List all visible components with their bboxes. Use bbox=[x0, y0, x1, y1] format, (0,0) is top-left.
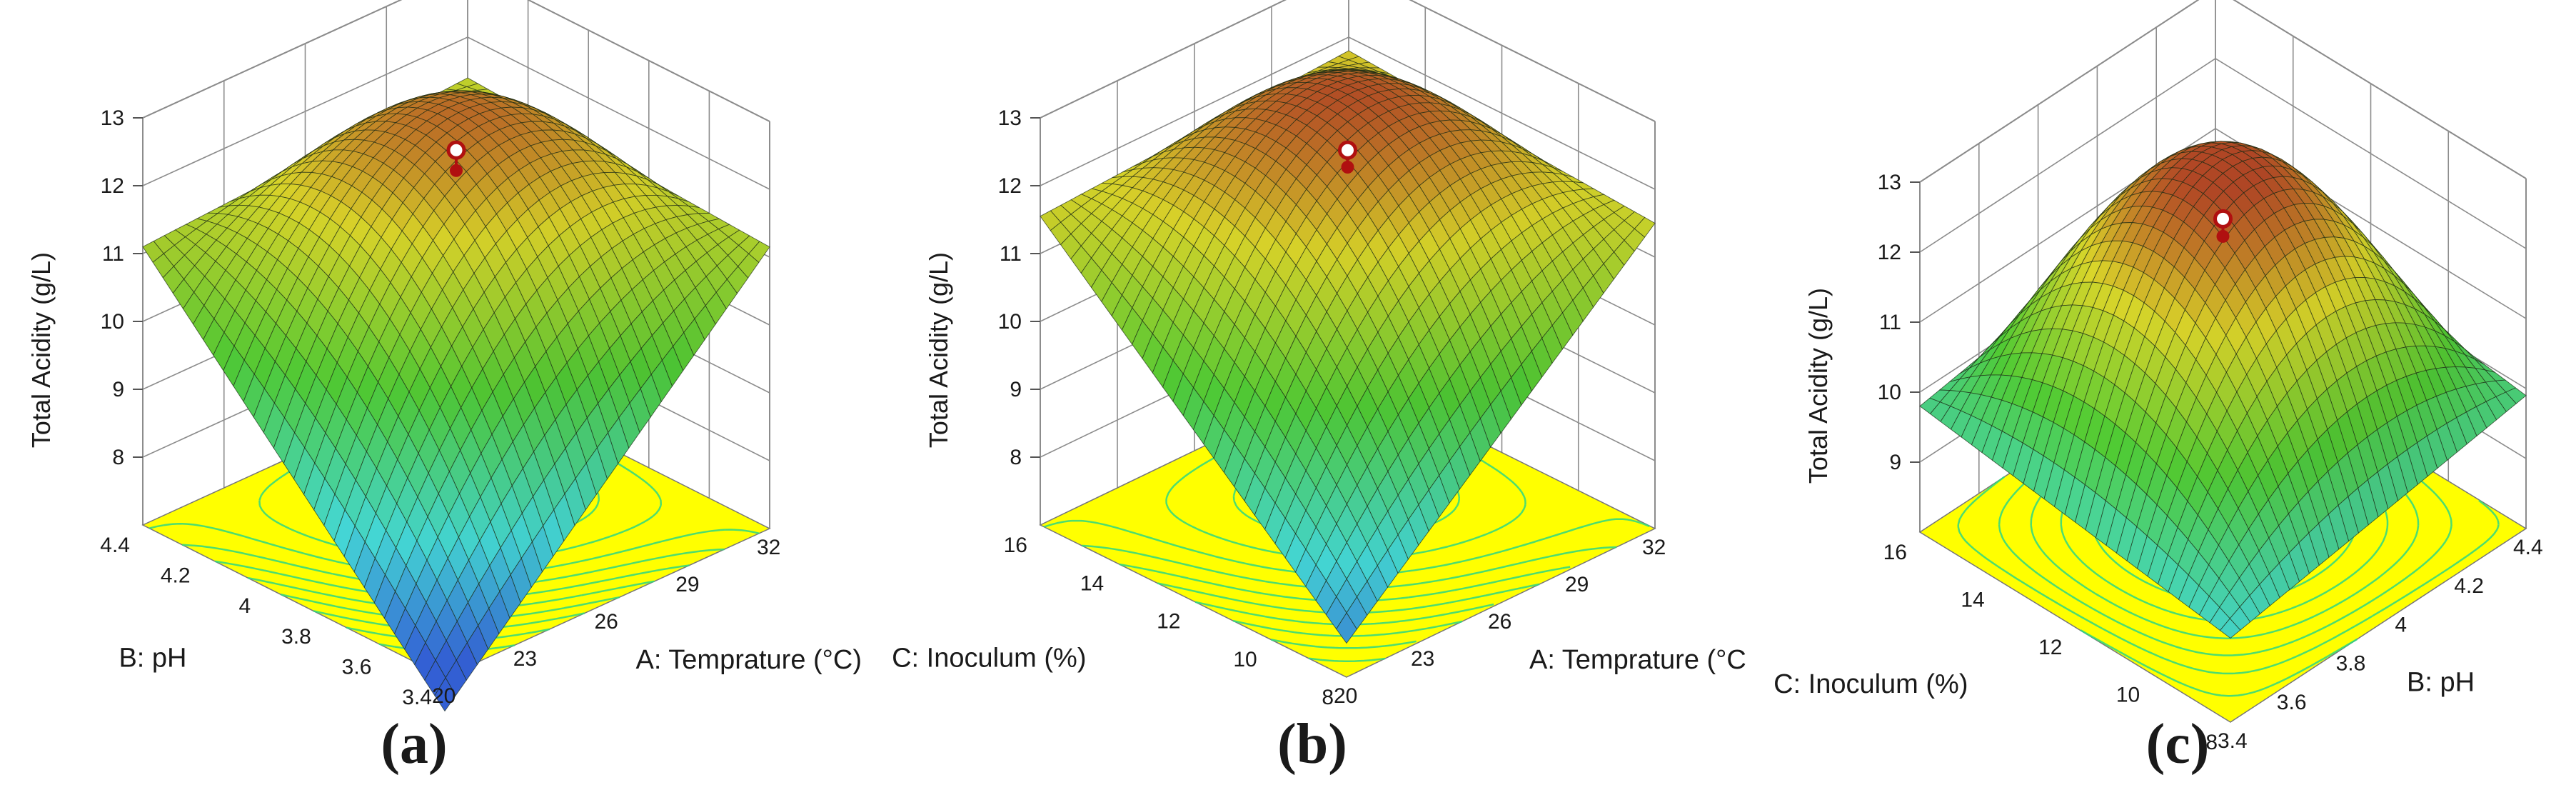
z-tick-label: 13 bbox=[998, 106, 1022, 130]
design-point bbox=[446, 140, 466, 177]
x-axis-title: B: pH bbox=[2407, 668, 2475, 698]
svg-text:(c): (c) bbox=[2146, 713, 2210, 776]
x-tick-label: 26 bbox=[595, 610, 618, 634]
svg-text:(a): (a) bbox=[381, 713, 447, 776]
x-tick-label: 29 bbox=[675, 573, 699, 596]
z-tick-label: 10 bbox=[998, 310, 1022, 334]
z-tick-label: 13 bbox=[1878, 171, 1901, 194]
x-tick-label: 23 bbox=[513, 647, 537, 671]
x-tick-label: 3.4 bbox=[2218, 729, 2248, 753]
z-axis-title: Total Acidity (g/L) bbox=[26, 252, 56, 448]
x-tick-label: 29 bbox=[1565, 573, 1589, 596]
y-tick-label: 14 bbox=[1961, 589, 1984, 612]
panel-label-a: (a) bbox=[381, 713, 447, 776]
z-tick-label: 9 bbox=[112, 378, 124, 401]
y-tick-label: 3.6 bbox=[342, 655, 372, 679]
x-tick-label: 20 bbox=[432, 684, 456, 708]
design-point bbox=[2213, 209, 2233, 243]
y-tick-label: 4.2 bbox=[161, 564, 191, 588]
svg-text:(b): (b) bbox=[1277, 713, 1347, 776]
surface-plot-b: 8 9 10 11 12 13 Total Acidity (g/L) 20 23 26 29 32 A… bbox=[892, 0, 1746, 709]
y-axis-title: C: Inoculum (%) bbox=[892, 644, 1086, 674]
surface-plot-a: 8 9 10 11 12 13 Total Acidity (g/L) 20 23 26 29 32 A… bbox=[26, 0, 862, 712]
z-tick-label: 11 bbox=[1000, 242, 1022, 266]
y-tick-label: 16 bbox=[1883, 541, 1907, 564]
x-tick-label: 4 bbox=[2395, 613, 2407, 636]
y-tick-label: 14 bbox=[1080, 571, 1104, 595]
panel-label-c: (c) bbox=[2146, 713, 2210, 776]
y-axis-title: B: pH bbox=[119, 644, 186, 674]
z-axis-title: Total Acidity (g/L) bbox=[1803, 288, 1833, 484]
y-axis: 8 10 12 14 16 C: Inoculum (%) bbox=[1773, 541, 2218, 754]
x-tick-label: 3.6 bbox=[2277, 691, 2307, 714]
z-tick-label: 13 bbox=[101, 106, 124, 130]
z-tick-label: 11 bbox=[102, 242, 124, 266]
x-axis: 20 23 26 29 32 A: Temprature (°C bbox=[1334, 536, 1746, 708]
x-tick-label: 32 bbox=[1642, 536, 1666, 559]
y-tick-label: 16 bbox=[1004, 534, 1027, 557]
y-tick-label: 10 bbox=[1233, 648, 1257, 671]
z-tick-label: 10 bbox=[101, 310, 124, 334]
y-tick-label: 4 bbox=[239, 594, 251, 618]
y-tick-label: 3.8 bbox=[281, 625, 311, 649]
response-surface bbox=[1040, 50, 1656, 644]
x-tick-label: 4.4 bbox=[2513, 536, 2543, 559]
x-tick-label: 3.8 bbox=[2336, 652, 2366, 676]
x-tick-label: 23 bbox=[1411, 647, 1434, 671]
z-tick-label: 12 bbox=[101, 174, 124, 198]
x-tick-label: 32 bbox=[757, 536, 780, 559]
y-axis-title: C: Inoculum (%) bbox=[1773, 669, 1968, 699]
y-tick-label: 12 bbox=[2038, 636, 2062, 659]
surface-plot-c: 9 10 11 12 13 Total Acidity (g/L) 3.4 3.6 3.8 4 4.… bbox=[1773, 0, 2543, 754]
panel-label-b: (b) bbox=[1277, 713, 1347, 776]
z-tick-label: 8 bbox=[112, 446, 124, 469]
x-axis: 3.4 3.6 3.8 4 4.2 4.4 B: pH bbox=[2218, 536, 2543, 753]
z-tick-label: 11 bbox=[1879, 311, 1901, 334]
y-tick-label: 8 bbox=[2205, 731, 2218, 754]
y-axis: 3.4 3.6 3.8 4 4.2 4.4 B: pH bbox=[100, 534, 432, 709]
x-tick-label: 20 bbox=[1334, 684, 1357, 708]
z-axis: 8 9 10 11 12 13 Total Acidity (g/L) bbox=[26, 106, 143, 469]
z-tick-label: 8 bbox=[1010, 446, 1022, 469]
x-tick-label: 4.2 bbox=[2454, 574, 2484, 598]
y-tick-label: 3.4 bbox=[402, 686, 432, 709]
x-tick-label: 26 bbox=[1488, 610, 1511, 634]
x-axis-title: A: Temprature (°C) bbox=[636, 645, 862, 675]
y-axis: 8 10 12 14 16 C: Inoculum (%) bbox=[892, 534, 1334, 709]
z-tick-label: 9 bbox=[1889, 451, 1901, 474]
response-surface bbox=[1919, 141, 2527, 639]
y-tick-label: 12 bbox=[1157, 610, 1180, 634]
response-surface bbox=[142, 77, 770, 712]
z-tick-label: 12 bbox=[998, 174, 1022, 198]
y-tick-label: 4.4 bbox=[100, 534, 130, 557]
x-axis: 20 23 26 29 32 A: Temprature (°C) bbox=[432, 536, 862, 708]
y-tick-label: 10 bbox=[2116, 684, 2140, 707]
z-tick-label: 12 bbox=[1878, 241, 1901, 264]
x-axis-title: A: Temprature (°C bbox=[1529, 645, 1746, 675]
design-point bbox=[1338, 140, 1357, 174]
z-tick-label: 10 bbox=[1878, 381, 1901, 404]
z-axis: 8 9 10 11 12 13 Total Acidity (g/L) bbox=[924, 106, 1040, 469]
z-axis-title: Total Acidity (g/L) bbox=[924, 252, 953, 448]
z-axis: 9 10 11 12 13 Total Acidity (g/L) bbox=[1803, 171, 1920, 484]
y-tick-label: 8 bbox=[1322, 686, 1334, 709]
z-tick-label: 9 bbox=[1010, 378, 1022, 401]
